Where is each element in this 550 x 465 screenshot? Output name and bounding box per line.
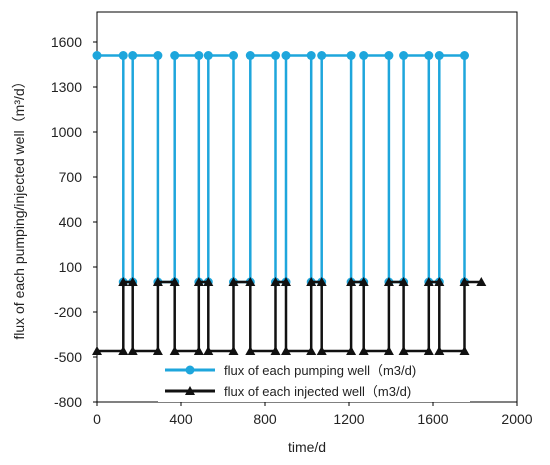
data-point xyxy=(316,346,327,355)
data-point xyxy=(245,51,255,60)
data-point xyxy=(346,51,356,60)
data-point xyxy=(118,346,129,355)
data-point xyxy=(423,346,434,355)
data-point xyxy=(346,277,357,286)
x-axis-title: time/d xyxy=(288,439,326,455)
data-point xyxy=(434,277,445,286)
data-point xyxy=(306,51,316,60)
data-point xyxy=(358,346,369,355)
data-point xyxy=(459,277,470,286)
data-point xyxy=(228,346,239,355)
legend-marker-pumping xyxy=(185,365,195,375)
data-point xyxy=(118,51,128,60)
data-point xyxy=(169,277,180,286)
data-point xyxy=(271,51,280,60)
data-point xyxy=(434,51,444,60)
data-point xyxy=(423,277,434,286)
y-axis-ticks: -800 -500 -200 100 400 700 1000 1300 1600 xyxy=(51,34,97,410)
data-point xyxy=(346,346,357,355)
data-point xyxy=(127,346,138,355)
x-tick-label: 800 xyxy=(253,411,277,427)
data-point xyxy=(358,277,369,286)
legend-marker-injected xyxy=(185,386,195,395)
legend-label-pumping: flux of each pumping well（m3/d) xyxy=(224,363,416,378)
y-tick-label: -800 xyxy=(54,394,82,410)
data-point xyxy=(270,346,281,355)
data-point xyxy=(153,51,163,60)
data-point xyxy=(92,51,102,60)
data-point xyxy=(92,346,102,355)
data-point xyxy=(316,277,327,286)
y-axis-title: flux of each pumping/injected well（m³/d） xyxy=(11,74,27,339)
data-point xyxy=(460,51,469,60)
x-tick-label: 2000 xyxy=(501,411,532,427)
legend-background xyxy=(158,358,470,402)
x-axis-ticks: 0 400 800 1200 1600 2000 xyxy=(93,402,533,427)
data-point xyxy=(281,346,291,355)
series-layer xyxy=(92,51,487,355)
data-point xyxy=(424,51,434,60)
data-point xyxy=(152,346,163,355)
data-point xyxy=(476,277,487,286)
y-tick-label: -200 xyxy=(54,304,82,320)
data-point xyxy=(434,346,445,355)
data-point xyxy=(203,51,213,60)
x-tick-label: 1200 xyxy=(333,411,364,427)
data-point xyxy=(194,51,204,60)
y-tick-label: 1600 xyxy=(51,34,82,50)
data-point xyxy=(317,51,327,60)
data-point xyxy=(281,51,291,60)
data-point xyxy=(229,51,238,60)
data-point xyxy=(193,277,204,286)
series-line xyxy=(97,280,482,353)
data-point xyxy=(281,277,291,286)
data-point xyxy=(203,277,214,286)
data-point xyxy=(203,346,214,355)
data-point xyxy=(127,277,138,286)
y-tick-label: 700 xyxy=(59,169,83,185)
data-point xyxy=(245,277,256,286)
data-point xyxy=(306,346,317,355)
y-tick-label: 400 xyxy=(59,214,83,230)
data-point xyxy=(359,51,369,60)
data-point xyxy=(398,346,409,355)
data-point xyxy=(270,277,281,286)
legend: flux of each pumping well（m3/d) flux of … xyxy=(158,358,470,402)
y-tick-label: -500 xyxy=(54,349,82,365)
data-point xyxy=(459,346,470,355)
y-tick-label: 1300 xyxy=(51,79,82,95)
data-point xyxy=(383,277,394,286)
data-point xyxy=(128,51,138,60)
data-point xyxy=(170,51,180,60)
data-point xyxy=(169,346,180,355)
data-point xyxy=(398,277,409,286)
data-point xyxy=(193,346,204,355)
data-point xyxy=(228,277,239,286)
data-point xyxy=(306,277,317,286)
y-tick-label: 1000 xyxy=(51,124,82,140)
data-point xyxy=(383,346,394,355)
data-point xyxy=(118,277,129,286)
data-point xyxy=(399,51,409,60)
x-tick-label: 400 xyxy=(169,411,193,427)
x-tick-label: 1600 xyxy=(417,411,448,427)
y-tick-label: 100 xyxy=(59,259,83,275)
data-point xyxy=(384,51,394,60)
data-point xyxy=(152,277,163,286)
legend-label-injected: flux of each injected well（m3/d) xyxy=(224,384,411,399)
x-tick-label: 0 xyxy=(93,411,101,427)
series-injected xyxy=(92,277,487,355)
data-point xyxy=(245,346,256,355)
plot-area-frame xyxy=(96,11,518,403)
